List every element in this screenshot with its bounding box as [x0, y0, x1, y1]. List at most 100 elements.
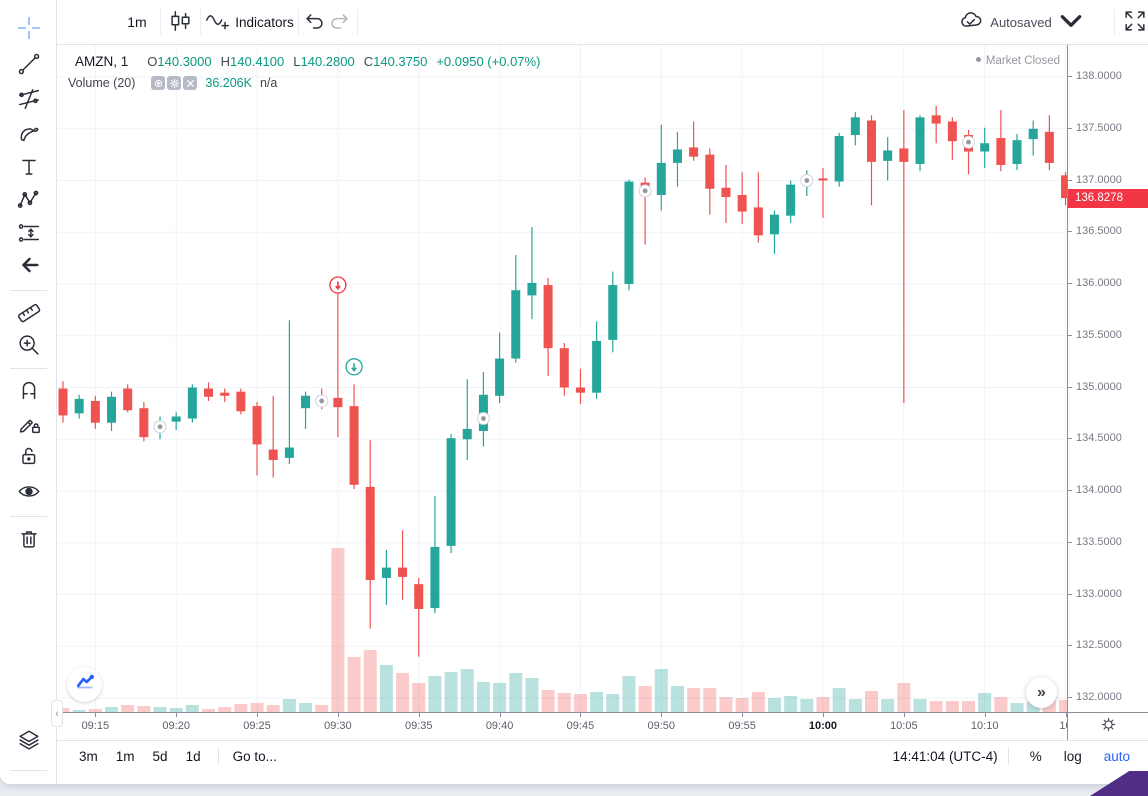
candle-09:20 [171, 416, 181, 422]
autosaved-menu[interactable]: Autosaved [935, 0, 1107, 44]
scroll-to-realtime-button[interactable]: » [1026, 677, 1057, 708]
candle-10:07 [931, 115, 941, 124]
volume-bar [72, 710, 86, 712]
range-button-5d[interactable]: 5d [152, 748, 168, 764]
interval-label: 1m [127, 14, 147, 30]
time-tick [176, 713, 178, 717]
separator [1007, 747, 1009, 765]
fullscreen-button[interactable] [1117, 0, 1148, 44]
redo-button[interactable] [326, 0, 354, 44]
indicators-button[interactable]: Indicators [205, 0, 294, 44]
tool-object-tree-icon[interactable] [14, 726, 44, 756]
volume-bar [185, 705, 199, 712]
tool-lock-all-icon[interactable] [14, 441, 44, 471]
auto-scale-button[interactable]: auto [1103, 748, 1130, 764]
axis-settings-button[interactable] [1067, 712, 1148, 740]
volume-bar [88, 709, 102, 712]
event-dot-marker-core [966, 139, 971, 145]
tool-brush-icon[interactable] [14, 119, 44, 149]
candle-10:13 [1028, 128, 1038, 140]
tool-forecast-icon[interactable] [14, 218, 44, 248]
candle-10:03 [867, 120, 876, 162]
candle-09:22 [204, 388, 214, 397]
interval-button[interactable]: 1m [119, 0, 155, 44]
range-button-1d[interactable]: 1d [185, 748, 201, 764]
time-label-09:15: 09:15 [81, 720, 110, 732]
tool-gann-fib-icon[interactable] [14, 84, 44, 114]
volume-bar [606, 694, 620, 712]
price-tick-134.5000: 134.5000 [1068, 432, 1122, 445]
sidebar-divider [10, 290, 47, 291]
event-dot-marker-core [157, 424, 163, 430]
undo-button[interactable] [300, 0, 328, 44]
alert-arrowhead [335, 285, 341, 291]
tool-measure-icon[interactable] [14, 297, 44, 327]
volume-bar [541, 690, 555, 712]
tool-hide-all-icon[interactable] [14, 476, 44, 506]
tool-magnet-icon[interactable] [14, 375, 44, 405]
time-tick [822, 713, 824, 717]
sidebar-divider [10, 770, 47, 771]
symbol-title[interactable]: AMZN, 1 [75, 53, 129, 69]
volume-bar [865, 691, 878, 712]
volume-bar [315, 705, 329, 712]
volume-bar [428, 676, 442, 712]
candle-10:04 [883, 150, 893, 161]
tool-arrow-mark-icon[interactable] [14, 250, 44, 280]
candle-09:16 [107, 396, 117, 423]
clock[interactable]: 14:41:04 (UTC-4) [892, 748, 998, 764]
candle-style-button[interactable] [163, 0, 197, 44]
visibility-toggle-icon[interactable] [151, 76, 166, 90]
volume-bar [687, 688, 701, 712]
tool-crosshair-icon[interactable] [14, 13, 44, 43]
collapse-toolbar-handle[interactable]: ‹ [51, 700, 63, 727]
volume-bar [153, 707, 167, 712]
range-button-3m[interactable]: 3m [79, 748, 98, 764]
percent-scale-button[interactable]: % [1029, 748, 1042, 764]
time-tick [984, 713, 986, 717]
candle-09:42 [527, 282, 537, 296]
ohlc-field-o: O140.3000 [147, 53, 212, 69]
volume-bar [57, 708, 70, 712]
log-scale-button[interactable]: log [1063, 748, 1082, 764]
candle-09:52 [689, 147, 699, 157]
price-axis[interactable]: 138.0000 137.5000 137.0000 136.5000 136.0000… [1067, 45, 1148, 712]
volume-bar [897, 683, 911, 712]
volume-bar [363, 650, 377, 712]
volume-bar [266, 705, 280, 712]
time-axis[interactable]: 09:15 09:20 09:25 09:30 09:35 09:40 09:45 09:50… [57, 712, 1067, 740]
candlestick-chart[interactable] [57, 45, 1067, 712]
autosaved-label: Autosaved [990, 14, 1052, 30]
price-tick-133.5000: 133.5000 [1068, 535, 1122, 548]
volume-bar [169, 708, 183, 712]
volume-bar [590, 692, 604, 712]
tool-trend-line-icon[interactable] [14, 49, 44, 79]
study-settings-icon[interactable] [167, 76, 182, 90]
volume-bar [751, 692, 765, 712]
goto-button[interactable]: Go to... [232, 748, 277, 764]
candle-10:05 [899, 148, 909, 162]
candle-10:01 [834, 135, 844, 182]
range-button-1m[interactable]: 1m [115, 748, 135, 764]
candle-09:45 [575, 387, 585, 393]
volume-bar [962, 701, 976, 712]
candle-09:40 [495, 358, 505, 396]
remove-study-icon[interactable] [183, 76, 198, 90]
candle-09:25 [252, 406, 262, 445]
tradingview-logo[interactable] [67, 667, 102, 702]
volume-study-label[interactable]: Volume (20) [68, 76, 136, 90]
drawing-toolbar [0, 0, 57, 784]
candle-09:53 [705, 154, 715, 189]
tool-text-icon[interactable] [14, 152, 44, 182]
tool-xabcd-pattern-icon[interactable] [14, 185, 44, 215]
tool-drawing-mode-icon[interactable] [14, 409, 44, 439]
volume-bar [557, 693, 571, 712]
event-dot-marker-core [642, 188, 648, 194]
ohlc-field-c: C140.3750 [363, 53, 428, 69]
event-dot-marker-core [319, 398, 325, 404]
price-tick-137.5000: 137.5000 [1068, 121, 1122, 134]
volume-bar [1026, 702, 1040, 712]
tool-zoom-in-icon[interactable] [14, 330, 44, 360]
time-label-09:55: 09:55 [728, 720, 756, 732]
tool-remove-all-icon[interactable] [14, 524, 44, 554]
